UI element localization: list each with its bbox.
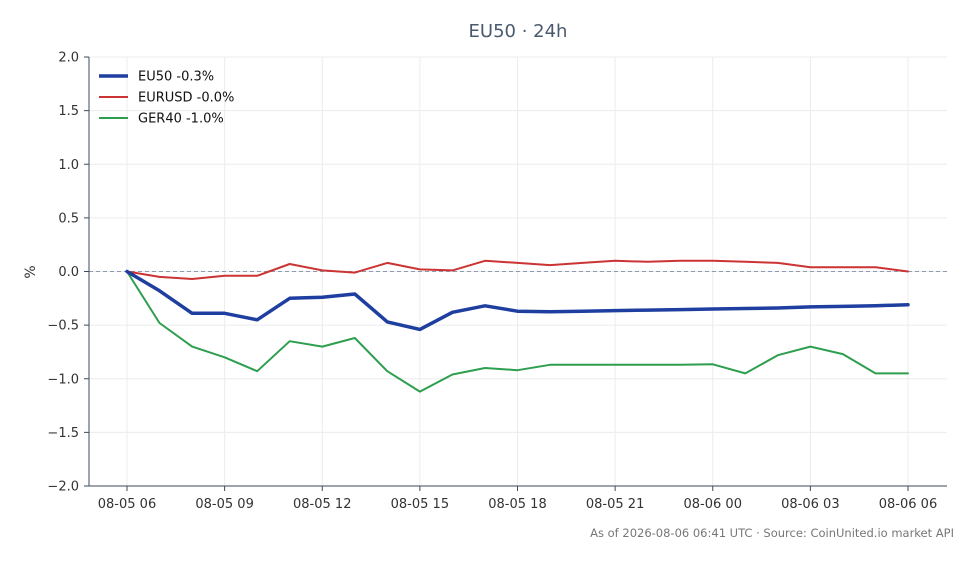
legend-label-0: EU50 -0.3% — [138, 70, 214, 85]
series-line-2 — [126, 270, 909, 393]
legend-label-2: GER40 -1.0% — [138, 112, 224, 127]
legend-label-1: EURUSD -0.0% — [138, 91, 234, 106]
x-tick-label-5: 08-05 21 — [586, 497, 644, 512]
y-tick-label-6: −1.0 — [47, 372, 79, 387]
x-tick-label-7: 08-06 03 — [781, 497, 839, 512]
chart-title: EU50 · 24h — [469, 21, 568, 42]
series-line-0 — [125, 269, 910, 332]
y-tick-label-0: 2.0 — [58, 51, 79, 66]
source-footer: As of 2026-08-06 06:41 UTC · Source: Coi… — [590, 526, 954, 540]
legend: EU50 -0.3% EURUSD -0.0% GER40 -1.0% — [99, 70, 234, 127]
y-tick-label-3: 0.5 — [58, 211, 79, 226]
x-tick-label-0: 08-05 06 — [98, 497, 156, 512]
x-tick-label-8: 08-06 06 — [879, 497, 937, 512]
y-tick-label-4: 0.0 — [58, 265, 79, 280]
y-tick-label-2: 1.0 — [58, 158, 79, 173]
y-tick-label-8: −2.0 — [47, 480, 79, 495]
series-lines — [125, 259, 910, 393]
x-tick-labels: 08-05 06 08-05 09 08-05 12 08-05 15 08-05 18… — [98, 486, 937, 512]
x-tick-label-4: 08-05 18 — [488, 497, 546, 512]
y-tick-labels: 2.0 1.5 1.0 0.5 0.0 −0.5 −1.0 −1.5 −2.0 — [47, 51, 89, 495]
x-tick-label-6: 08-06 00 — [684, 497, 742, 512]
x-tick-label-1: 08-05 09 — [195, 497, 253, 512]
y-axis-label: % — [23, 265, 39, 278]
y-tick-label-1: 1.5 — [58, 104, 79, 119]
x-tick-label-3: 08-05 15 — [391, 497, 449, 512]
series-line-1 — [126, 259, 909, 280]
x-tick-label-2: 08-05 12 — [293, 497, 351, 512]
y-tick-label-5: −0.5 — [47, 319, 79, 334]
y-tick-label-7: −1.5 — [47, 426, 79, 441]
